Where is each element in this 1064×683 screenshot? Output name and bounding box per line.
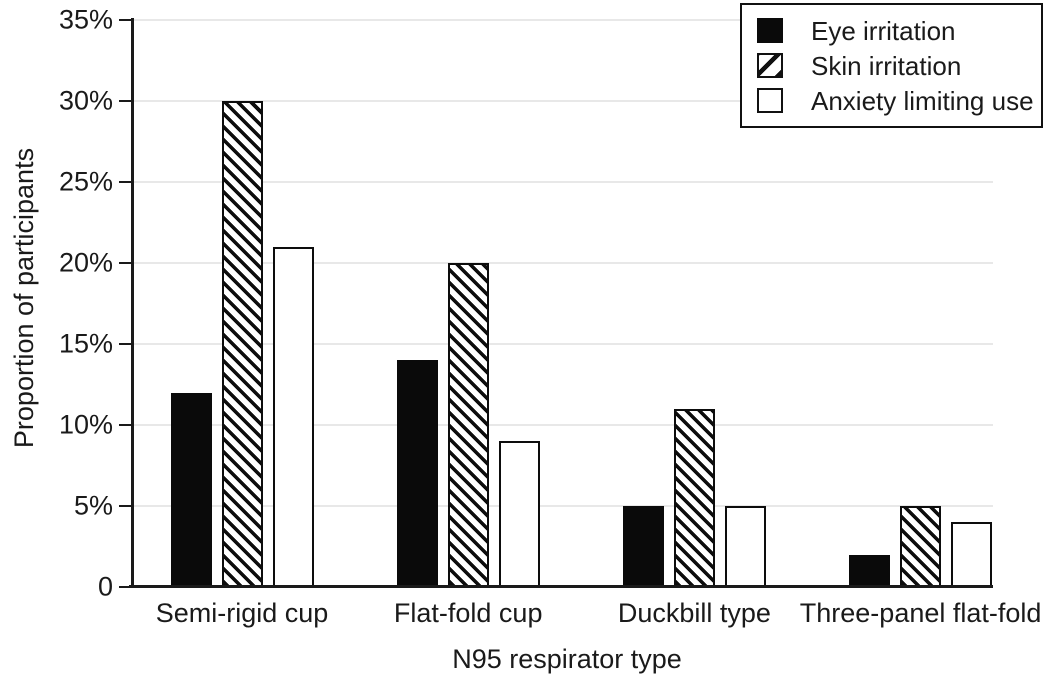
y-tick-label-25: 25%	[58, 166, 113, 197]
bar-eye-irritation-duckbill-type	[622, 506, 664, 587]
gridline-35	[131, 19, 993, 21]
y-tick-label-20: 20%	[58, 247, 113, 278]
y-tick-label-0: 0	[97, 571, 113, 602]
legend-label-anxiety-limiting-use: Anxiety limiting use	[811, 85, 1034, 116]
gridline-15	[131, 343, 993, 345]
legend-label-eye-irritation: Eye irritation	[811, 15, 956, 46]
y-tick-label-15: 15%	[58, 328, 113, 359]
bar-anxiety-limiting-use-flat-fold-cup	[498, 441, 540, 587]
legend: Eye irritation Skin irritation Anxiety lim…	[740, 3, 1043, 128]
bar-skin-irritation-semi-rigid-cup	[221, 101, 263, 587]
bar-eye-irritation-flat-fold-cup	[396, 360, 438, 587]
gridline-30	[131, 100, 993, 102]
bar-skin-irritation-duckbill-type	[673, 408, 715, 587]
y-tick-mark-10	[119, 423, 132, 427]
x-axis-title: N95 respirator type	[452, 644, 682, 674]
bar-skin-irritation-flat-fold-cup	[447, 263, 489, 587]
bar-anxiety-limiting-use-duckbill-type	[724, 506, 766, 587]
bar-group-semi-rigid-cup	[170, 101, 314, 587]
y-tick-label-35: 35%	[58, 4, 113, 35]
legend-swatch-eye-irritation-icon	[757, 18, 783, 43]
legend-swatch-anxiety-limiting-use-icon	[757, 88, 783, 113]
y-axis-line	[131, 18, 134, 588]
legend-item-skin-irritation: Skin irritation	[757, 53, 1041, 79]
y-tick-mark-20	[119, 261, 132, 265]
y-tick-mark-35	[119, 18, 132, 22]
bar-group-flat-fold-cup	[396, 263, 540, 587]
y-tick-label-5: 5%	[73, 490, 113, 521]
x-category-label-three-panel-flat-fold: Three-panel flat-fold	[799, 598, 1042, 628]
y-tick-mark-0	[119, 585, 132, 589]
bar-eye-irritation-semi-rigid-cup	[170, 392, 212, 587]
gridline-10	[131, 424, 993, 426]
y-tick-mark-5	[119, 504, 132, 508]
bar-anxiety-limiting-use-three-panel-flat-fold	[951, 522, 993, 587]
bar-group-three-panel-flat-fold	[849, 506, 993, 587]
y-tick-label-30: 30%	[58, 85, 113, 116]
y-tick-mark-15	[119, 342, 132, 346]
x-category-label-duckbill-type: Duckbill type	[617, 598, 771, 628]
gridline-5	[131, 505, 993, 507]
bar-skin-irritation-three-panel-flat-fold	[900, 506, 942, 587]
y-tick-mark-30	[119, 99, 132, 103]
x-axis-line	[129, 585, 993, 588]
x-category-label-flat-fold-cup: Flat-fold cup	[393, 598, 543, 628]
bar-group-duckbill-type	[622, 408, 766, 587]
legend-item-eye-irritation: Eye irritation	[757, 18, 1041, 44]
x-category-label-semi-rigid-cup: Semi-rigid cup	[155, 598, 329, 628]
gridline-25	[131, 181, 993, 183]
bar-anxiety-limiting-use-semi-rigid-cup	[272, 246, 314, 587]
y-tick-mark-25	[119, 180, 132, 184]
gridline-20	[131, 262, 993, 264]
bar-eye-irritation-three-panel-flat-fold	[849, 554, 891, 587]
legend-swatch-skin-irritation-icon	[757, 53, 783, 78]
legend-item-anxiety-limiting-use: Anxiety limiting use	[757, 88, 1041, 114]
legend-label-skin-irritation: Skin irritation	[811, 50, 962, 81]
y-tick-label-10: 10%	[58, 409, 113, 440]
